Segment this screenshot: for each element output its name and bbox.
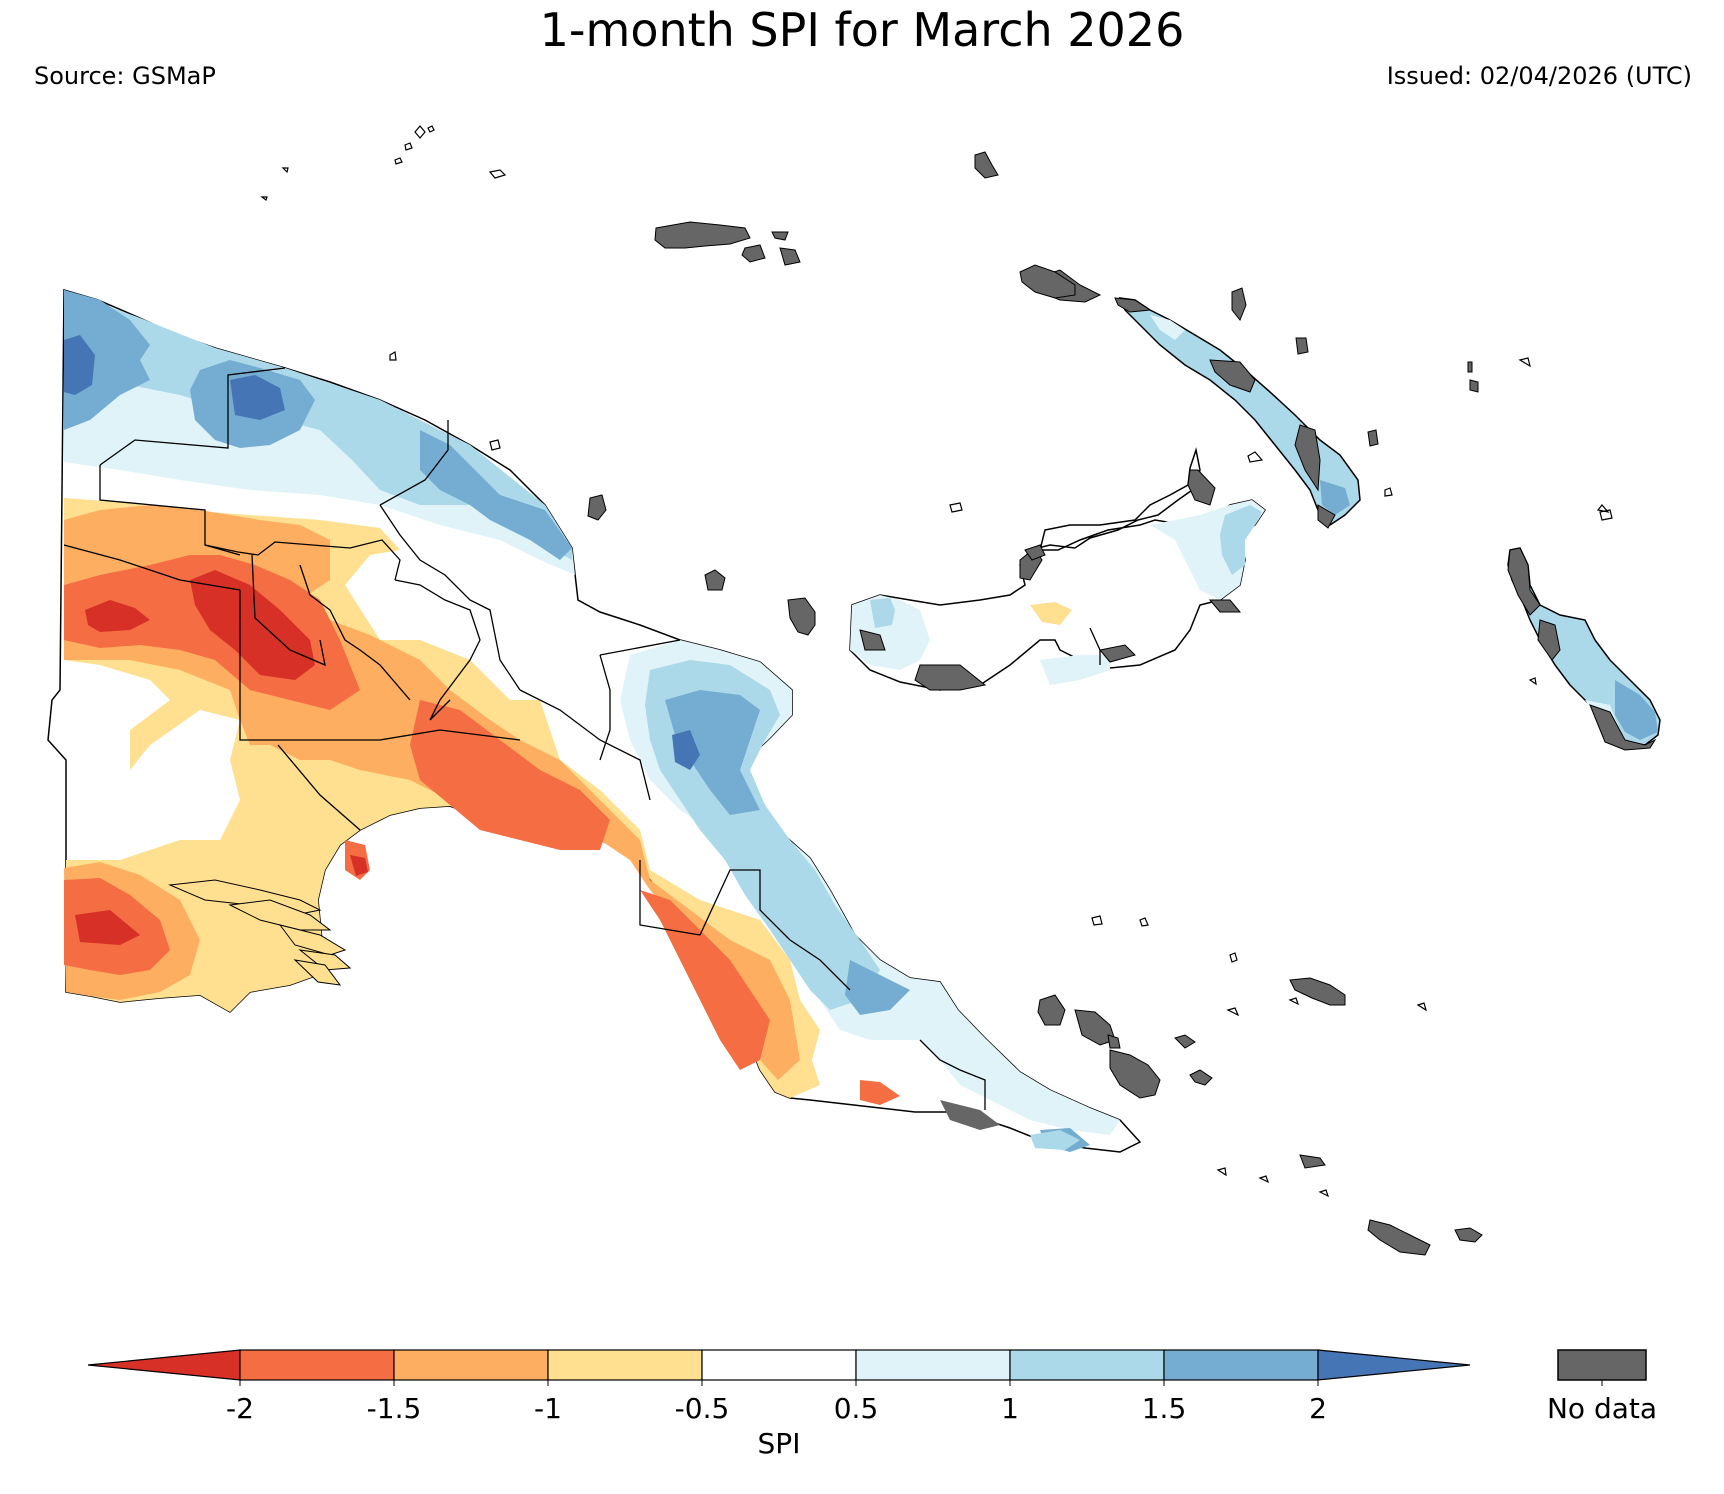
- issued-label: Issued: 02/04/2026 (UTC): [1386, 62, 1692, 90]
- colorbar-segment: [393, 1349, 549, 1381]
- colorbar-segment: [701, 1349, 857, 1381]
- source-label: Source: GSMaP: [34, 62, 216, 90]
- spi-nb-blue-mid-2: [1220, 505, 1262, 575]
- spi-south-max-4: [350, 855, 368, 876]
- no-data-bv-2: [1537, 619, 1561, 661]
- colorbar-tick-label: -1: [534, 1392, 562, 1425]
- spi-south-max-3: [75, 910, 140, 945]
- no-data-bv-1: [1507, 547, 1541, 616]
- colorbar-tick-label: 0.5: [834, 1392, 879, 1425]
- no-data-islands: [587, 151, 1483, 1256]
- no-data-ni-3: [1209, 359, 1256, 393]
- spi-south-max-2: [85, 600, 150, 632]
- spi-ni-blue-light: [1150, 315, 1185, 340]
- spi-east-blue-dark-2: [845, 960, 910, 1015]
- spi-nb-yellow: [1030, 602, 1072, 625]
- colorbar-segment: [855, 1349, 1011, 1381]
- colorbar-tick-label: -2: [226, 1392, 254, 1425]
- no-data-swatch: [1557, 1349, 1647, 1381]
- no-data-nb-5: [1099, 644, 1136, 663]
- spi-nb-blue-light-2: [1040, 655, 1110, 685]
- spi-east-blue-dark: [665, 690, 760, 815]
- bougainville: [1507, 547, 1661, 751]
- spi-east-blue-max: [672, 730, 700, 770]
- colorbar-tick-label: -0.5: [675, 1392, 730, 1425]
- gulf-delta-islands: [168, 879, 352, 986]
- no-data-ni-5: [1317, 504, 1336, 529]
- map-title: 1-month SPI for March 2026: [539, 3, 1185, 57]
- no-data-patch: [940, 1100, 1000, 1130]
- no-data-label: No data: [1547, 1392, 1657, 1425]
- colorbar-segment: [547, 1349, 703, 1381]
- colorbar-segment: [239, 1349, 395, 1381]
- colorbar-segment: [87, 1349, 241, 1381]
- spi-east-blue-mid-2: [1030, 1130, 1080, 1150]
- spi-south-red-3: [640, 890, 770, 1070]
- nb-boundary: [1089, 627, 1101, 665]
- province-boundaries: [63, 367, 986, 1110]
- spi-south-max: [190, 570, 315, 680]
- islets: [260, 125, 1613, 1198]
- spi-north-blue-dark: [64, 290, 150, 430]
- spi-south-red-5: [860, 1080, 900, 1105]
- colorbar-tick-label: -1.5: [367, 1392, 422, 1425]
- new-ireland-landmass: [1118, 297, 1361, 527]
- no-data-ni-2: [1114, 297, 1152, 313]
- colorbar-axis-label: SPI: [758, 1427, 801, 1460]
- no-data-nb-6: [859, 629, 886, 651]
- spi-south-red-2: [410, 700, 610, 850]
- colorbar-segment: [1163, 1349, 1319, 1381]
- spi-nb-blue-mid: [870, 598, 895, 628]
- colorbar-tick-label: 2: [1309, 1392, 1327, 1425]
- spi-north-blue-max-2: [230, 375, 285, 420]
- no-data-nb-1: [1187, 469, 1216, 506]
- colorbar-segment: [1317, 1349, 1471, 1381]
- colorbar-segment: [1009, 1349, 1165, 1381]
- no-data-bv-3: [1589, 704, 1657, 751]
- spi-north-blue-max: [64, 335, 95, 395]
- spi-nb-blue-light: [850, 595, 930, 670]
- colorbar-tick-label: 1: [1001, 1392, 1019, 1425]
- spi-bv-blue-dark: [1615, 680, 1658, 740]
- mainland: [47, 289, 1142, 1153]
- new-britain: [849, 447, 1267, 691]
- spi-north-blue-dark-3: [420, 430, 572, 560]
- colorbar-tick-label: 1.5: [1142, 1392, 1187, 1425]
- no-data-nb-4: [1208, 599, 1242, 613]
- spi-ni-blue-dark: [1320, 480, 1350, 515]
- no-data-nb-2: [914, 664, 987, 691]
- no-data-ni-4: [1294, 424, 1321, 492]
